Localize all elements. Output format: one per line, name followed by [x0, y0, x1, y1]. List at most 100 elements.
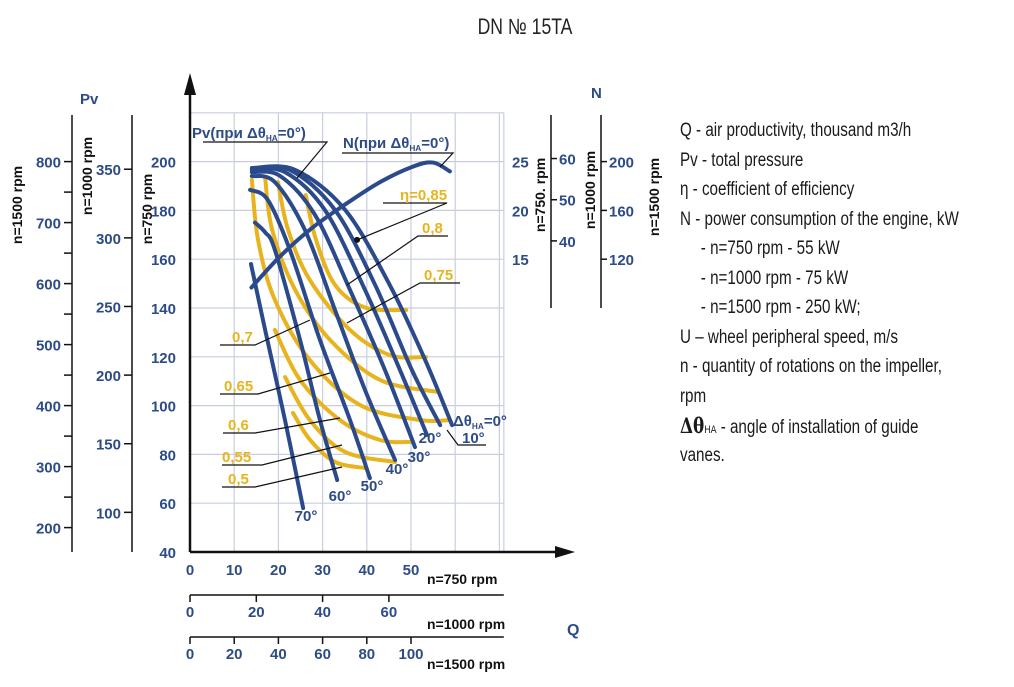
x-scale-caption: n=1500 rpm [427, 656, 505, 672]
n-scale-caption: n=750. rpm [532, 158, 548, 232]
legend: Q - air productivity, thousand m3/h Pv -… [680, 116, 959, 470]
efficiency-label-leader [346, 235, 448, 286]
pressure-curve-20deg [249, 166, 429, 437]
pressure-curve-0deg [249, 164, 455, 428]
x-tick-label: 30 [314, 562, 331, 579]
power-curve-label: N(при ΔθНА=0°) [343, 135, 449, 153]
x-axis-label: Q [567, 622, 579, 639]
y-tick-label: 400 [36, 399, 61, 416]
efficiency-label-leader [220, 372, 331, 395]
x-scale-caption: n=1000 rpm [427, 616, 505, 632]
n-scale-caption: n=1000 rpm [582, 151, 598, 229]
vane-angle-label: 50° [361, 478, 384, 495]
efficiency-label: 0,55 [222, 449, 251, 466]
efficiency-label-leader [356, 202, 448, 241]
vane-angle-label: 30° [408, 449, 431, 466]
x-tick-label: 20 [226, 646, 243, 663]
legend-text: - angle of installation of guide [716, 417, 919, 438]
y-tick-label: 160 [151, 252, 176, 269]
legend-line-vanes: ΔθHA - angle of installation of guide [680, 411, 959, 441]
legend-line: Pv - total pressure [680, 149, 804, 171]
x-tick-label: 10 [226, 562, 243, 579]
efficiency-label-leader [346, 282, 460, 324]
efficiency-label: 0,75 [424, 267, 453, 284]
pressure-curve-label: Pv(при ΔθНА=0°) [192, 125, 306, 143]
n-tick-label: 160 [609, 203, 634, 220]
legend-line: - n=750 rpm - 55 kW [700, 238, 840, 259]
n-tick-label: 40 [559, 234, 576, 251]
x-axis-arrow [555, 546, 575, 558]
y-tick-label: 150 [96, 437, 121, 454]
n-tick-label: 15 [512, 252, 529, 269]
y-tick-label: 140 [151, 301, 176, 318]
y-scale-caption: n=1500 rpm [9, 166, 25, 244]
x-tick-label: 20 [270, 562, 287, 579]
y-tick-label: 100 [96, 505, 121, 522]
y-axis-label: Pv [80, 91, 99, 108]
x-tick-label: 80 [358, 646, 375, 663]
y-tick-label: 350 [96, 162, 121, 179]
vane-angle-0-label: ΔθНА=0° [453, 413, 507, 431]
y-tick-label: 80 [159, 447, 176, 464]
efficiency-curve-0-8 [303, 193, 409, 313]
pressure-curve-70deg [248, 262, 306, 511]
n-tick-label: 120 [609, 252, 634, 269]
delta-theta-symbol: Δθ [680, 413, 705, 438]
legend-line: n - quantity of rotations on the impelle… [680, 356, 942, 377]
legend-line: - n=1000 rpm - 75 kW [700, 267, 849, 289]
y-tick-label: 250 [96, 299, 121, 316]
y-tick-label: 500 [36, 338, 61, 355]
y-tick-label: 800 [36, 155, 61, 172]
x-tick-label: 60 [314, 646, 331, 663]
n-scale-caption: n=1500 rpm [646, 158, 662, 236]
x-tick-label: 50 [403, 562, 420, 579]
n-tick-label: 200 [609, 155, 634, 172]
x-tick-label: 0 [186, 562, 194, 579]
legend-line: N - power consumption of the engine, kW [680, 208, 959, 230]
x-tick-label: 100 [398, 646, 423, 663]
y-tick-label: 200 [151, 155, 176, 172]
pressure-curve-40deg [249, 173, 398, 463]
y-tick-label: 300 [96, 231, 121, 248]
x-tick-label: 20 [248, 604, 265, 621]
x-tick-label: 40 [358, 562, 375, 579]
n-tick-label: 25 [512, 155, 529, 172]
n-tick-label: 20 [512, 203, 529, 220]
n-tick-label: 50 [559, 193, 576, 210]
y-tick-label: 60 [159, 496, 176, 513]
y-tick-label: 40 [159, 545, 176, 562]
efficiency-label-leader [222, 466, 343, 488]
y-tick-label: 120 [151, 350, 176, 367]
x-tick-label: 0 [186, 604, 194, 621]
x-tick-label: 0 [186, 646, 194, 663]
efficiency-label-leader [223, 417, 341, 434]
y-tick-label: 100 [151, 399, 176, 416]
x-tick-label: 40 [270, 646, 287, 663]
y-tick-label: 200 [96, 368, 121, 385]
y-tick-label: 700 [36, 216, 61, 233]
legend-line: η - coefficient of efficiency [680, 179, 855, 200]
x-scale-caption: n=750 rpm [427, 571, 497, 587]
y-axis-arrow [184, 73, 196, 95]
efficiency-label: η=0,85 [400, 187, 447, 204]
legend-line: - n=1500 rpm - 250 kW; [700, 297, 861, 318]
pressure-curve-60deg [252, 220, 340, 483]
vane-angle-10-leader [446, 429, 486, 446]
delta-theta-subscript: HA [704, 424, 717, 436]
efficiency-label: 0,6 [228, 417, 249, 434]
efficiency-curve-0-75 [275, 180, 429, 360]
vane-angle-label: 20° [419, 430, 442, 447]
n-axis-label: N [591, 85, 602, 102]
vane-angle-label: 70° [295, 508, 318, 525]
pressure-curve-30deg [249, 169, 417, 450]
efficiency-label: 0,5 [228, 471, 249, 488]
y-scale-caption: n=750 rpm [139, 174, 155, 244]
efficiency-label: 0,65 [224, 378, 253, 395]
legend-line: Q - air productivity, thousand m3/h [680, 120, 912, 141]
n-tick-label: 60 [559, 152, 576, 169]
efficiency-label-leader [222, 444, 343, 466]
efficiency-label: 0,7 [232, 329, 253, 346]
pressure-curve-50deg [248, 187, 372, 481]
vane-angle-label: 10° [462, 430, 485, 447]
